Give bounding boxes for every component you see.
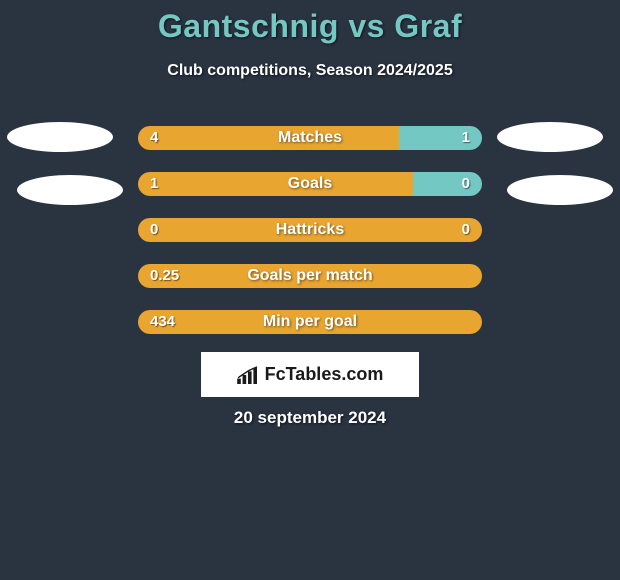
stat-value-left: 0.25 [150,264,179,288]
stat-row-matches: 41Matches [138,126,482,150]
logo-text: FcTables.com [265,364,384,385]
stat-value-left: 4 [150,126,158,150]
stat-bar-left [138,172,413,196]
stat-bar-left [138,264,482,288]
stat-bar-left [138,218,482,242]
bars-icon [237,366,259,384]
stat-value-right: 1 [462,126,470,150]
avatar-ellipse-0 [7,122,113,152]
stat-value-left: 0 [150,218,158,242]
stat-value-right: 0 [462,218,470,242]
stat-row-goals-per-match: 0.25Goals per match [138,264,482,288]
stat-value-right: 0 [462,172,470,196]
comparison-chart: Gantschnig vs Graf Club competitions, Se… [0,0,620,580]
avatar-ellipse-2 [497,122,603,152]
date-line: 20 september 2024 [0,408,620,428]
stat-value-left: 434 [150,310,175,334]
fctables-logo[interactable]: FcTables.com [201,352,419,397]
stat-bar-right [413,172,482,196]
avatar-ellipse-3 [507,175,613,205]
page-title: Gantschnig vs Graf [0,8,620,45]
stat-row-hattricks: 00Hattricks [138,218,482,242]
stat-row-goals: 10Goals [138,172,482,196]
stat-value-left: 1 [150,172,158,196]
avatar-ellipse-1 [17,175,123,205]
subtitle: Club competitions, Season 2024/2025 [0,62,620,80]
stat-row-min-per-goal: 434Min per goal [138,310,482,334]
stat-bar-left [138,310,482,334]
stat-bar-left [138,126,399,150]
